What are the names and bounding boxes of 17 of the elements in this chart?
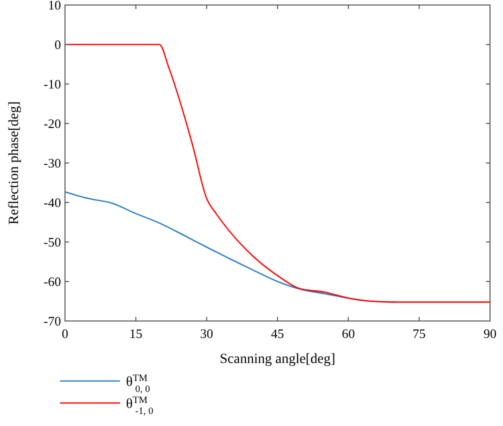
y-tick-label: 0 [54,37,61,52]
x-tick-label: 90 [484,326,496,341]
x-axis-title: Scanning angle[deg] [220,352,336,367]
y-tick-label: -40 [44,195,61,210]
x-tick-label: 30 [200,326,214,341]
x-tick-label: 45 [271,326,284,341]
x-tick-label: 75 [412,326,426,341]
y-tick-label: 10 [48,0,61,12]
y-tick-label: -70 [44,314,61,328]
y-tick-label: -10 [44,76,61,92]
y-axis-title: Reflection phase[deg] [7,101,22,225]
y-tick-label: -30 [44,156,61,170]
y-tick-label: -60 [44,274,61,289]
x-tick-label: 60 [342,326,355,341]
y-tick-label: -50 [44,234,61,250]
y-tick-label: -20 [44,116,61,131]
x-tick-label: 15 [129,326,142,341]
